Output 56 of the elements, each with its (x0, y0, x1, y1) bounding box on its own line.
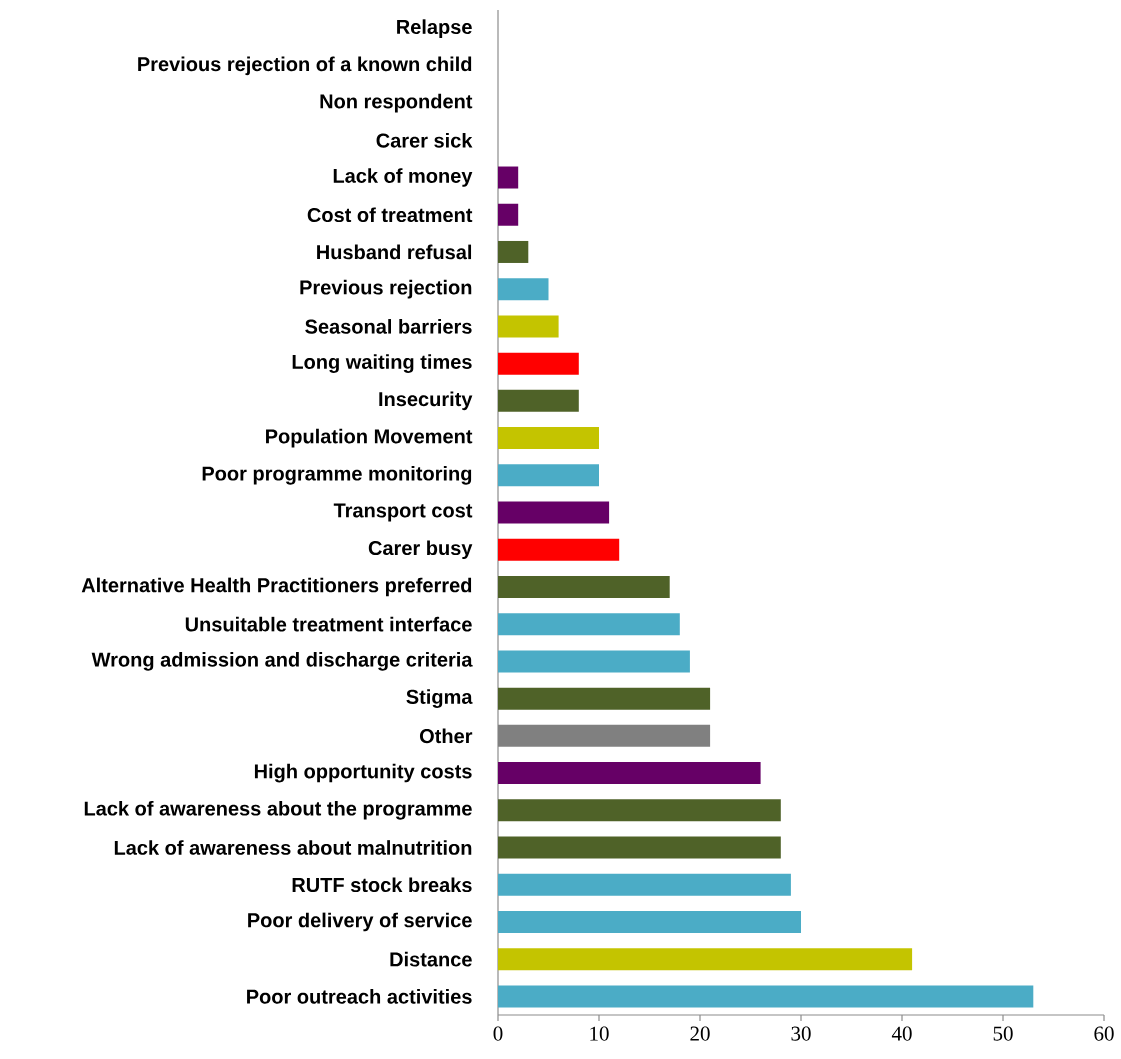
y-tick-label: Stigma (406, 689, 473, 708)
bar (498, 985, 1034, 1008)
y-tick-label: RUTF stock breaks (292, 877, 472, 893)
x-tick-label: 10 (590, 1026, 609, 1041)
bar (498, 575, 670, 598)
y-tick-label: Lack of money (333, 168, 473, 187)
bar (498, 687, 711, 710)
x-tick-label: 0 (493, 1026, 503, 1041)
y-tick-label: Alternative Health Practitioners preferred (81, 577, 472, 597)
bar (498, 389, 579, 412)
x-tick-label: 60 (1094, 1026, 1114, 1041)
y-tick-label: Cost of treatment (307, 207, 473, 223)
y-tick-label: Population Movement (266, 428, 473, 448)
y-tick-label: Other (419, 728, 473, 744)
y-tick-label: Lack of awareness about malnutrition (114, 840, 472, 855)
bar (498, 538, 620, 561)
y-tick-label: Poor outreach activities (247, 989, 472, 1004)
y-tick-label: Long waiting times (292, 354, 472, 373)
bar (498, 240, 529, 263)
y-tick-label: Poor programme monitoring (202, 465, 472, 485)
bar (498, 873, 791, 896)
y-tick-label: Seasonal barriers (305, 319, 472, 334)
y-tick-label: Relapse (397, 19, 472, 38)
y-tick-label: Transport cost (333, 503, 473, 522)
bar (498, 315, 559, 338)
bar (498, 352, 579, 375)
bar (498, 613, 680, 636)
y-tick-label: Wrong admission and discharge criteria (91, 652, 473, 671)
y-tick-label: Husband refusal (317, 244, 472, 260)
y-tick-label: Carer sick (376, 132, 473, 148)
y-tick-label: Non respondent (320, 93, 473, 113)
bar (498, 910, 801, 933)
bar (498, 799, 781, 822)
bar (498, 166, 519, 189)
y-tick-label: High opportunity costs (254, 763, 472, 783)
y-tick-label: Distance (390, 951, 472, 967)
x-tick-label: 30 (791, 1026, 811, 1041)
x-tick-label: 50 (993, 1026, 1013, 1041)
y-tick-label: Lack of awareness about the programme (84, 800, 472, 820)
bar (498, 427, 599, 450)
y-tick-label: Previous rejection of a known child (138, 56, 472, 76)
bar (498, 203, 519, 226)
bar (498, 762, 761, 785)
bar (498, 464, 599, 487)
x-tick-label: 20 (690, 1026, 710, 1041)
y-tick-label: Unsuitable treatment interface (185, 616, 472, 632)
bar (498, 948, 913, 971)
bar (498, 501, 610, 524)
y-tick-label: Carer busy (368, 540, 473, 560)
x-tick-label: 40 (891, 1026, 912, 1041)
bar (498, 836, 781, 859)
bar (498, 278, 549, 301)
y-tick-label: Poor delivery of service (248, 912, 472, 932)
bar (498, 650, 690, 673)
y-tick-label: Previous rejection (300, 279, 472, 299)
y-tick-label: Insecurity (379, 391, 473, 411)
